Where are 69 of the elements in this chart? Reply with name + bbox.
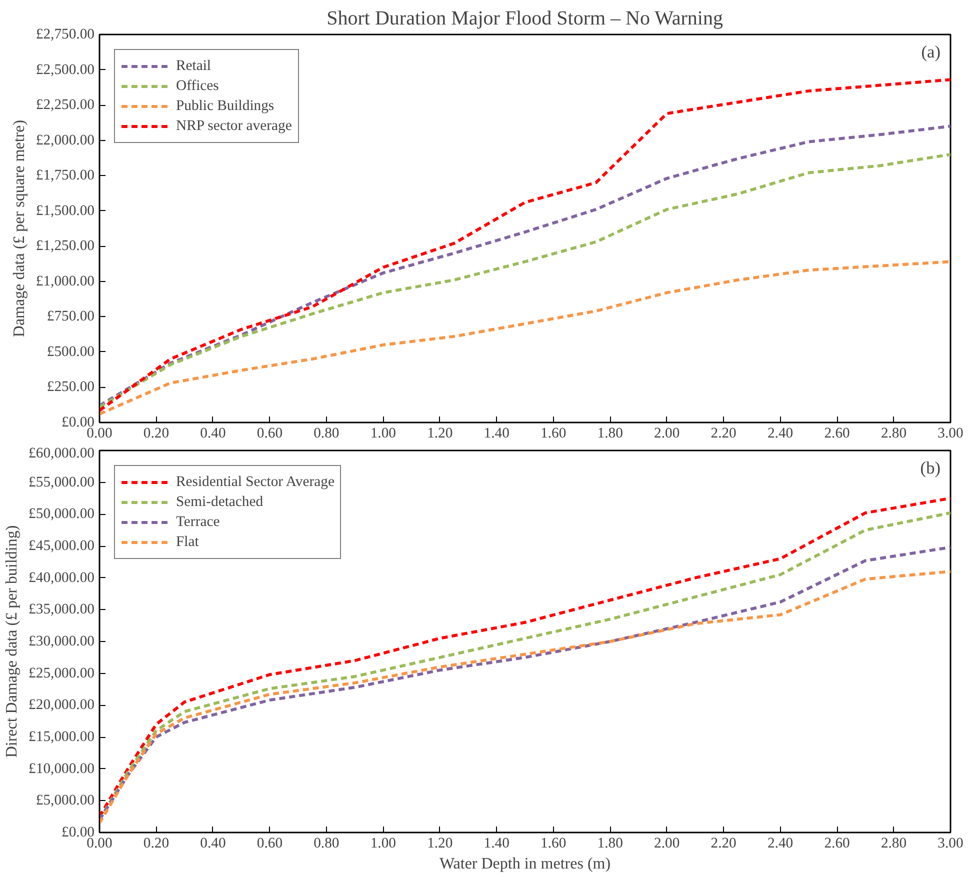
x-tick-label: 1.80 <box>597 426 623 442</box>
x-tick-label: 0.40 <box>200 426 226 442</box>
x-tick-label: 2.40 <box>767 836 794 852</box>
x-tick-label: 2.60 <box>824 836 850 852</box>
x-tick-label: 1.60 <box>540 426 566 442</box>
y-tick-label: £15,000.00 <box>28 729 94 745</box>
legend-label: Terrace <box>176 514 220 530</box>
x-tick-label: 2.80 <box>880 426 907 442</box>
legend-label: Flat <box>176 534 199 550</box>
legend-label: Residential Sector Average <box>176 474 334 490</box>
legend-label: Semi-detached <box>176 494 264 510</box>
y-tick-label: £1,750.00 <box>36 168 94 184</box>
legend-label: Public Buildings <box>176 98 274 114</box>
y-tick-label: £55,000.00 <box>28 474 94 490</box>
x-tick-label: 2.00 <box>654 836 680 852</box>
x-tick-label: 3.00 <box>938 426 964 442</box>
x-tick-label: 1.00 <box>370 836 396 852</box>
x-tick-label: 2.20 <box>710 426 736 442</box>
y-tick-label: £500.00 <box>46 344 95 360</box>
x-tick-label: 2.20 <box>710 836 736 852</box>
y-tick-label: £25,000.00 <box>28 665 94 682</box>
x-tick-label: 1.40 <box>484 426 510 442</box>
y-tick-label: £1,500.00 <box>36 202 94 219</box>
y-tick-label: £40,000.00 <box>28 570 94 586</box>
legend-label: NRP sector average <box>176 118 292 134</box>
chart-title: Short Duration Major Flood Storm – No Warning <box>326 8 723 30</box>
y-tick-label: £35,000.00 <box>28 602 94 618</box>
x-tick-label: 0.40 <box>200 836 226 852</box>
y-axis-title: Direct Damage data (£ per building) <box>4 525 21 758</box>
x-tick-label: 1.40 <box>484 836 510 852</box>
x-tick-label: 3.00 <box>938 836 964 852</box>
y-tick-label: £60,000.00 <box>28 446 94 462</box>
x-tick-label: 0.20 <box>143 836 170 852</box>
annotation: (b) <box>920 458 941 478</box>
x-tick-label: 1.20 <box>427 426 453 442</box>
y-axis-title: Damage data (£ per square metre) <box>10 120 28 338</box>
x-tick-label: 0.60 <box>256 836 283 852</box>
x-tick-label: 1.60 <box>540 836 566 852</box>
y-tick-label: £5,000.00 <box>36 792 94 809</box>
x-axis-title: Water Depth in metres (m) <box>439 856 611 872</box>
y-tick-label: £250.00 <box>46 379 95 396</box>
line-series <box>100 78 950 412</box>
y-tick-label: £2,750.00 <box>36 26 94 42</box>
y-tick-label: £2,000.00 <box>36 132 94 148</box>
y-tick-label: £2,500.00 <box>36 62 94 78</box>
y-tick-label: £20,000.00 <box>28 697 94 714</box>
y-tick-label: £1,250.00 <box>36 238 94 254</box>
y-tick-label: £1,000.00 <box>36 273 94 290</box>
x-tick-label: 2.80 <box>880 836 907 852</box>
x-tick-label: 0.80 <box>314 836 340 852</box>
legend-label: Offices <box>176 78 219 94</box>
y-tick-label: £50,000.00 <box>28 506 94 522</box>
line-series <box>100 260 950 416</box>
y-tick-label: £2,250.00 <box>36 97 94 114</box>
x-tick-label: 2.00 <box>654 426 680 442</box>
legend-label: Retail <box>176 58 212 74</box>
x-tick-label: 2.40 <box>767 426 794 442</box>
x-tick-label: 2.60 <box>824 426 850 442</box>
y-tick-label: £45,000.00 <box>28 538 94 554</box>
y-tick-label: £10,000.00 <box>28 760 94 777</box>
annotation: (a) <box>921 42 941 62</box>
x-tick-label: 0.80 <box>314 426 340 442</box>
x-tick-label: 0.20 <box>143 426 170 442</box>
x-tick-label: 0.60 <box>256 426 283 442</box>
x-tick-label: 1.00 <box>370 426 396 442</box>
x-tick-label: 1.20 <box>427 836 453 852</box>
y-tick-label: £750.00 <box>46 308 95 325</box>
y-tick-label: £30,000.00 <box>28 634 94 650</box>
x-tick-label: 1.80 <box>597 836 623 852</box>
